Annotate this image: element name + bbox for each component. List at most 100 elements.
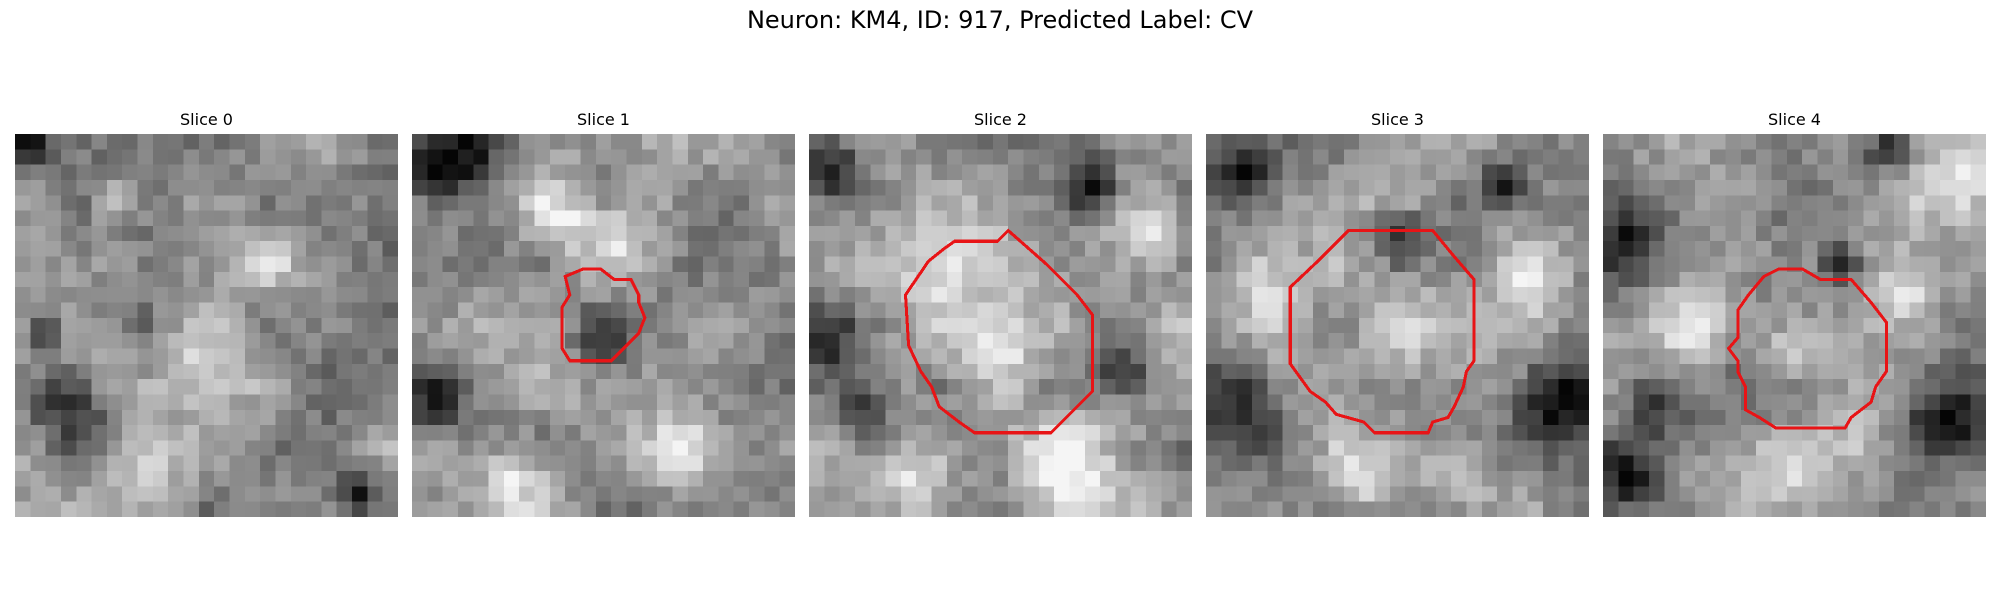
- image-pixel: [30, 134, 46, 150]
- image-pixel: [1328, 149, 1345, 165]
- image-pixel: [1359, 225, 1375, 242]
- image-pixel: [30, 195, 46, 211]
- image-pixel: [457, 256, 474, 273]
- image-pixel: [1267, 256, 1283, 273]
- image-pixel: [229, 501, 246, 517]
- image-pixel: [1694, 179, 1711, 196]
- image-pixel: [1451, 501, 1467, 517]
- image-pixel: [534, 225, 551, 242]
- image-pixel: [457, 241, 474, 257]
- image-pixel: [1924, 486, 1941, 502]
- image-pixel: [931, 164, 948, 181]
- image-pixel: [1084, 440, 1101, 457]
- image-pixel: [1694, 333, 1711, 349]
- image-pixel: [91, 164, 108, 181]
- image-pixel: [824, 501, 840, 517]
- image-pixel: [1374, 225, 1391, 242]
- image-pixel: [718, 164, 735, 181]
- image-pixel: [1389, 134, 1406, 150]
- image-pixel: [718, 179, 735, 196]
- image-pixel: [962, 394, 978, 411]
- image-pixel: [1497, 287, 1513, 303]
- image-pixel: [1008, 241, 1024, 257]
- image-pixel: [1100, 302, 1116, 319]
- image-pixel: [1603, 363, 1619, 380]
- image-pixel: [122, 287, 138, 303]
- image-pixel: [718, 317, 735, 334]
- image-pixel: [15, 287, 31, 303]
- image-pixel: [76, 134, 92, 150]
- image-pixel: [1297, 164, 1314, 181]
- image-pixel: [1054, 455, 1070, 472]
- image-pixel: [718, 256, 735, 273]
- image-pixel: [1435, 256, 1452, 273]
- image-pixel: [1909, 425, 1926, 441]
- image-pixel: [76, 149, 92, 165]
- image-pixel: [198, 210, 215, 227]
- image-pixel: [1297, 440, 1314, 457]
- image-pixel: [1543, 241, 1559, 257]
- image-pixel: [1664, 256, 1680, 273]
- image-pixel: [1543, 149, 1559, 165]
- image-pixel: [839, 225, 856, 242]
- image-pixel: [549, 210, 566, 227]
- image-pixel: [137, 501, 154, 517]
- image-pixel: [1481, 440, 1498, 457]
- image-pixel: [1054, 241, 1070, 257]
- image-pixel: [611, 348, 627, 365]
- image-pixel: [106, 363, 123, 380]
- image-pixel: [687, 363, 704, 380]
- image-pixel: [565, 210, 581, 227]
- image-pixel: [1054, 425, 1070, 441]
- image-pixel: [1786, 164, 1803, 181]
- image-pixel: [900, 210, 917, 227]
- image-pixel: [15, 501, 31, 517]
- image-pixel: [457, 287, 474, 303]
- image-pixel: [641, 134, 658, 150]
- image-pixel: [442, 348, 459, 365]
- image-pixel: [1451, 134, 1467, 150]
- image-pixel: [60, 379, 77, 395]
- image-pixel: [1558, 425, 1574, 441]
- image-pixel: [1802, 471, 1818, 487]
- image-pixel: [106, 348, 123, 365]
- image-pixel: [549, 225, 566, 242]
- image-pixel: [1848, 348, 1864, 365]
- image-pixel: [1894, 241, 1910, 257]
- image-pixel: [900, 501, 917, 517]
- image-pixel: [1466, 486, 1483, 502]
- image-pixel: [214, 501, 230, 517]
- image-pixel: [30, 210, 46, 227]
- image-pixel: [1313, 302, 1329, 319]
- image-pixel: [1405, 225, 1421, 242]
- image-pixel: [1221, 501, 1237, 517]
- image-pixel: [1573, 333, 1589, 349]
- image-pixel: [1130, 440, 1147, 457]
- image-pixel: [672, 256, 689, 273]
- image-pixel: [106, 210, 123, 227]
- image-pixel: [1038, 195, 1055, 211]
- image-pixel: [641, 317, 658, 334]
- image-pixel: [626, 471, 643, 487]
- image-pixel: [488, 348, 505, 365]
- image-pixel: [1817, 471, 1834, 487]
- image-pixel: [382, 486, 398, 502]
- image-pixel: [1146, 179, 1162, 196]
- image-pixel: [1802, 455, 1818, 472]
- image-pixel: [595, 379, 612, 395]
- image-pixel: [352, 394, 368, 411]
- image-pixel: [1909, 455, 1926, 472]
- image-pixel: [412, 225, 428, 242]
- image-pixel: [1176, 486, 1192, 502]
- image-pixel: [870, 363, 886, 380]
- image-pixel: [1909, 501, 1926, 517]
- image-pixel: [106, 225, 123, 242]
- image-pixel: [45, 379, 62, 395]
- image-pixel: [1435, 271, 1452, 288]
- image-pixel: [1527, 425, 1544, 441]
- image-pixel: [824, 333, 840, 349]
- image-pixel: [168, 440, 184, 457]
- image-pixel: [779, 333, 795, 349]
- image-pixel: [1527, 225, 1544, 242]
- image-pixel: [306, 455, 322, 472]
